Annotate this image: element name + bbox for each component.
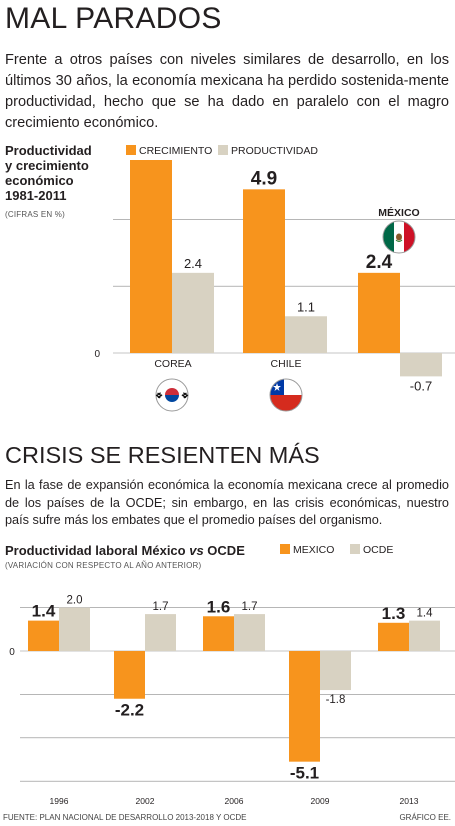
chart1-title-line3: económico bbox=[5, 173, 74, 188]
data-label-ocde: -1.8 bbox=[326, 694, 346, 706]
chart2-legend-mexico: MEXICO bbox=[280, 544, 334, 556]
chart2-legend-ocde: OCDE bbox=[350, 544, 393, 556]
legend-swatch-beige bbox=[218, 145, 228, 155]
data-label-ocde: 2.0 bbox=[67, 595, 83, 607]
data-label-ocde: 1.7 bbox=[242, 601, 258, 613]
chart1-title: Productividad y crecimiento económico 19… bbox=[5, 143, 92, 203]
bar-productividad bbox=[285, 316, 327, 353]
data-label-productividad: 1.1 bbox=[297, 299, 315, 314]
section2-paragraph: En la fase de expansión económica la eco… bbox=[5, 478, 449, 527]
bar-crecimiento bbox=[243, 189, 285, 353]
bar-mexico bbox=[289, 651, 320, 762]
data-label-ocde: 1.7 bbox=[153, 601, 169, 613]
korea-flag-icon bbox=[155, 378, 189, 412]
year-label: 2009 bbox=[311, 796, 330, 806]
data-label-ocde: 1.4 bbox=[417, 608, 434, 620]
chart1-legend-crecimiento: CRECIMIENTO bbox=[126, 145, 212, 157]
data-label-crecimiento: 4.9 bbox=[251, 168, 277, 189]
category-label-chile: CHILE bbox=[271, 358, 302, 370]
chart1-title-line1: Productividad bbox=[5, 143, 92, 158]
chart1-note: (CIFRAS EN %) bbox=[5, 210, 65, 219]
zero-label: 0 bbox=[94, 349, 100, 360]
credit-note: GRÁFICO EE. bbox=[399, 813, 451, 822]
bar-mexico bbox=[114, 651, 145, 699]
bar-ocde bbox=[234, 614, 265, 651]
bar-mexico bbox=[203, 616, 234, 651]
category-label-corea: COREA bbox=[154, 358, 191, 370]
chart2-title-vs: vs bbox=[189, 543, 204, 558]
legend-swatch-orange bbox=[126, 145, 136, 155]
bar-mexico bbox=[28, 620, 59, 651]
data-label-mexico: -5.1 bbox=[290, 764, 319, 783]
bar-crecimiento bbox=[358, 272, 400, 353]
intro-paragraph: Frente a otros países con niveles simila… bbox=[5, 52, 449, 131]
chart1-title-line4: 1981-2011 bbox=[5, 188, 67, 203]
data-label-mexico: 1.3 bbox=[382, 604, 406, 623]
data-label-productividad: -0.7 bbox=[410, 378, 432, 393]
zero-label: 0 bbox=[9, 647, 15, 658]
data-label-mexico: 1.4 bbox=[32, 602, 56, 621]
chart2-title-end: OCDE bbox=[203, 543, 245, 558]
category-label-mexico: MÉXICO bbox=[378, 206, 419, 219]
chart2-svg: 1.4 2.0 -2.2 1.7 1.6 1.7 -5.1 -1.8 1.3 1.4 0 1996… bbox=[9, 595, 455, 806]
section2-title: CRISIS SE RESIENTEN MÁS bbox=[5, 442, 320, 468]
data-label-productividad: 2.4 bbox=[184, 256, 202, 271]
data-label-mexico: 1.6 bbox=[207, 597, 231, 616]
chart1-title-line2: y crecimiento bbox=[5, 158, 89, 173]
bar-ocde bbox=[145, 614, 176, 651]
legend-label: PRODUCTIVIDAD bbox=[231, 145, 318, 157]
legend-swatch-beige bbox=[350, 544, 360, 554]
chart1-svg: 6.22.44.91.12.4-0.7 0 COREA CHILE MÉXICO bbox=[94, 160, 455, 412]
chart2-title: Productividad laboral México vs OCDE bbox=[5, 543, 245, 558]
legend-label: MEXICO bbox=[293, 544, 335, 556]
year-label: 2002 bbox=[136, 796, 155, 806]
year-label: 2006 bbox=[225, 796, 244, 806]
legend-label: CRECIMIENTO bbox=[139, 145, 213, 157]
legend-label: OCDE bbox=[363, 544, 394, 556]
legend-swatch-orange bbox=[280, 544, 290, 554]
bar-ocde bbox=[320, 651, 351, 691]
bar-mexico bbox=[378, 622, 409, 651]
bar-ocde bbox=[59, 607, 90, 651]
bar-crecimiento bbox=[130, 160, 172, 353]
mexico-flag-icon bbox=[382, 220, 416, 254]
chile-flag-icon bbox=[269, 378, 303, 412]
page-title: MAL PARADOS bbox=[5, 2, 222, 35]
chart1-legend-productividad: PRODUCTIVIDAD bbox=[218, 145, 318, 157]
chart2-note: (VARIACIÓN CON RESPECTO AL AÑO ANTERIOR) bbox=[5, 561, 202, 570]
year-label: 1996 bbox=[50, 796, 69, 806]
bar-productividad bbox=[400, 353, 442, 377]
data-label-mexico: -2.2 bbox=[115, 701, 144, 720]
year-label: 2013 bbox=[400, 796, 419, 806]
chart2-title-main: Productividad laboral México bbox=[5, 543, 190, 558]
bar-productividad bbox=[172, 272, 214, 353]
bar-ocde bbox=[409, 620, 440, 651]
data-label-crecimiento: 2.4 bbox=[366, 252, 393, 273]
source-note: FUENTE: PLAN NACIONAL DE DESARROLLO 2013… bbox=[3, 813, 247, 822]
